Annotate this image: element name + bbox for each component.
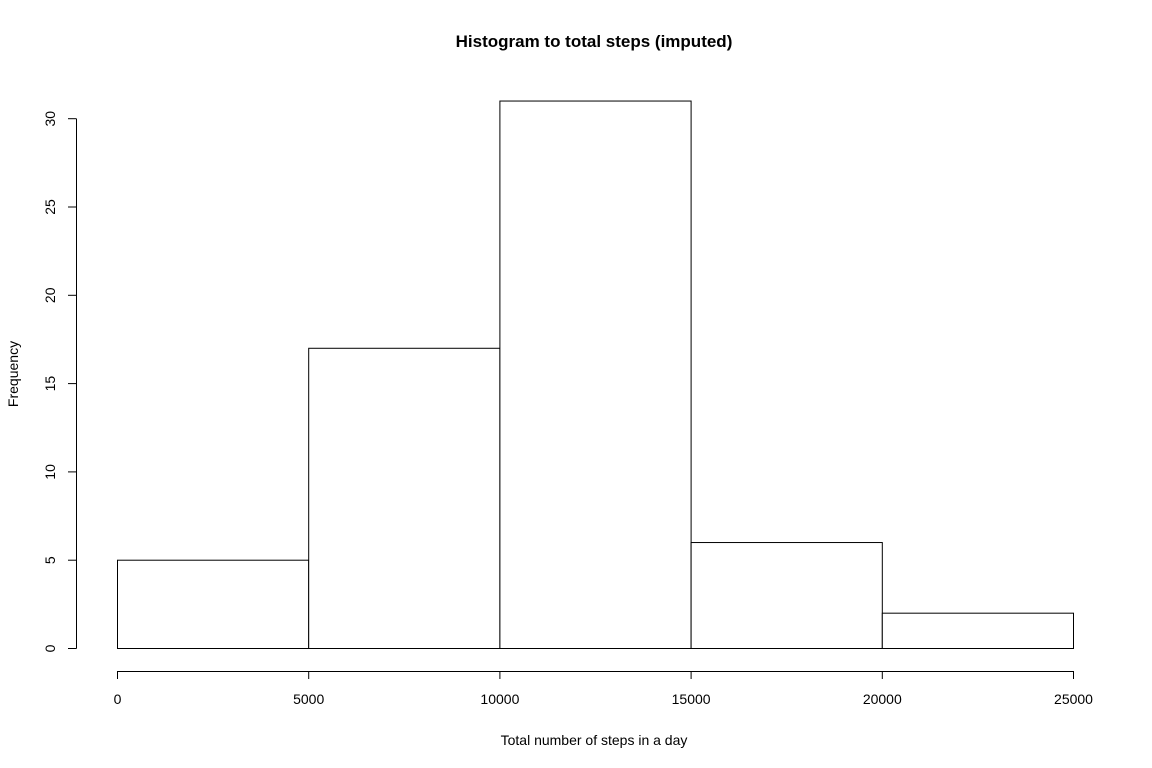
- y-tick-label: 0: [42, 644, 58, 652]
- bars-group: [117, 100, 1074, 650]
- histogram-bar-1: [308, 347, 501, 649]
- x-tick-label: 15000: [672, 691, 711, 707]
- histogram-bar-2: [499, 100, 692, 650]
- y-axis: 0 5 10 15 20 25 30: [42, 111, 77, 652]
- x-tick-label: 5000: [293, 691, 324, 707]
- y-tick-label: 25: [42, 199, 58, 215]
- chart-title: Histogram to total steps (imputed): [456, 32, 733, 51]
- y-tick-label: 5: [42, 556, 58, 564]
- x-tick-label: 25000: [1054, 691, 1093, 707]
- y-tick-label: 15: [42, 376, 58, 392]
- y-tick-label: 30: [42, 111, 58, 127]
- histogram-bar-4: [881, 612, 1074, 649]
- x-tick-label: 20000: [863, 691, 902, 707]
- histogram-bar-0: [117, 559, 310, 650]
- x-axis: 0 5000 10000 15000 20000 25000: [114, 671, 1093, 707]
- histogram-bar-3: [690, 542, 883, 649]
- y-tick-label: 10: [42, 464, 58, 480]
- x-tick-label: 10000: [480, 691, 519, 707]
- x-axis-label: Total number of steps in a day: [501, 732, 688, 748]
- y-tick-label: 20: [42, 287, 58, 303]
- y-axis-label: Frequency: [5, 341, 21, 407]
- x-tick-label: 0: [114, 691, 122, 707]
